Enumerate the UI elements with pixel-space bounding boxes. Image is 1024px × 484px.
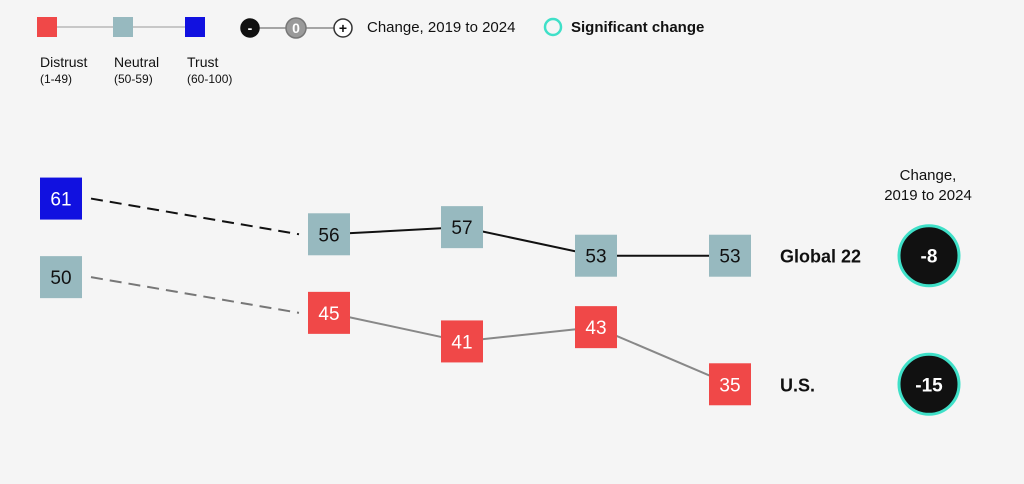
data-point-label: 57: [451, 218, 472, 239]
change-symbol-zero-icon: [285, 17, 307, 39]
data-point-label: 53: [719, 247, 740, 268]
legend-neutral-range: (50-59): [114, 72, 153, 86]
series-line-segment: [595, 326, 731, 386]
legend-swatch-neutral: [113, 17, 133, 37]
data-point-label: 61: [50, 190, 71, 211]
change-header-line1: Change,: [899, 167, 957, 184]
series-line-segment: [461, 226, 597, 257]
change-symbol-text: -: [248, 20, 253, 36]
change-symbol-text: 0: [292, 20, 300, 36]
change-symbol-minus-icon: [240, 18, 260, 38]
legend-swatch-distrust: [37, 17, 57, 37]
legend-swatch-trust: [185, 17, 205, 37]
legend-trust-range: (60-100): [187, 72, 233, 86]
data-point-box: [308, 213, 350, 256]
data-point-box: [575, 234, 617, 277]
data-point-label: 45: [318, 304, 339, 325]
series-name-label: Global 22: [780, 247, 861, 267]
data-point-box: [575, 306, 617, 349]
series-line-segment: [328, 311, 463, 343]
data-point-box: [709, 234, 751, 277]
data-point-box: [441, 320, 483, 363]
change-symbol-plus-icon: [333, 18, 353, 38]
data-point-box: [40, 256, 82, 299]
legend-trust-label: Trust: [187, 54, 219, 70]
change-badge-value: -15: [915, 375, 943, 396]
change-badge: [897, 352, 961, 416]
series-line-segment: [328, 226, 463, 236]
change-header-line2: 2019 to 2024: [884, 187, 972, 204]
change-column-header: Change, 2019 to 2024: [858, 166, 998, 206]
legend-distrust-range: (1-49): [40, 72, 73, 86]
series-name-label: U.S.: [780, 375, 815, 395]
change-badge-value: -8: [921, 247, 938, 268]
data-point-label: 41: [451, 332, 472, 353]
change-symbol-text: +: [339, 20, 347, 36]
data-point-box: [308, 291, 350, 334]
legend-neutral-label: Neutral: [114, 54, 160, 70]
data-point-label: 53: [585, 247, 606, 268]
legend-distrust-label: Distrust: [40, 54, 88, 70]
data-point-box: [441, 206, 483, 249]
data-point-label: 35: [719, 375, 740, 396]
data-point-label: 43: [585, 318, 606, 339]
series-line-dashed: [90, 276, 300, 314]
data-point-label: 56: [318, 225, 339, 246]
change-badge: [897, 224, 961, 288]
series-line-dashed: [90, 197, 300, 236]
data-point-label: 50: [50, 268, 71, 289]
data-point-box: [709, 363, 751, 406]
significant-change-ring-icon: [543, 17, 563, 37]
significant-change-label: Significant change: [571, 19, 705, 36]
change-legend-label: Change, 2019 to 2024: [367, 19, 516, 36]
series-line-segment: [461, 326, 597, 343]
data-point-box: [40, 177, 82, 220]
